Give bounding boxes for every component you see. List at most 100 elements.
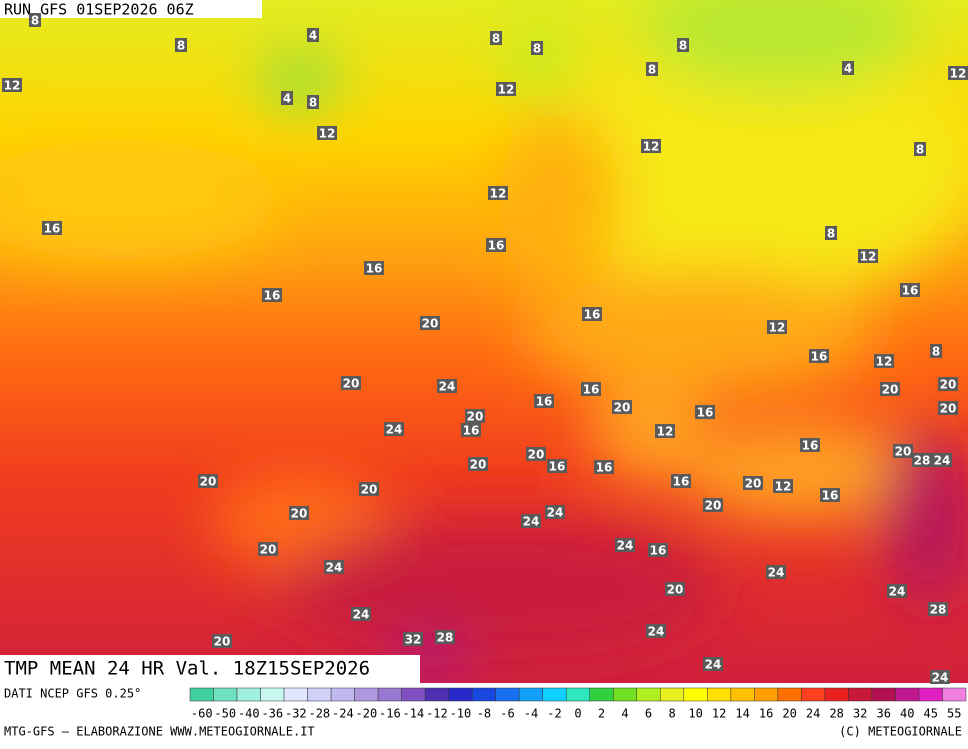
colorbar-label: -32 [285,707,307,721]
contour-label: 20 [470,458,487,472]
contour-label: 16 [811,350,828,364]
contour-label-box [175,38,187,52]
colorbar-swatch [424,687,449,702]
temperature-field [0,0,968,683]
contour-label-box [820,488,840,502]
contour-label-box [615,538,635,552]
contour-label: 24 [439,380,456,394]
contour-label-box [655,424,675,438]
contour-label: 20 [882,383,899,397]
contour-label: 16 [264,289,281,303]
contour-label: 8 [31,14,39,28]
contour-label: 20 [291,507,308,521]
colorbar-swatch [848,687,873,702]
colorbar-label: -10 [450,707,472,721]
contour-label-box [403,632,423,646]
contour-label-box [2,78,22,92]
contour-label: 24 [353,608,370,622]
contour-label: 16 [802,439,819,453]
colorbar-label: -2 [547,707,561,721]
contour-label: 12 [657,425,674,439]
header-box [0,0,262,18]
colorbar-swatch [471,687,496,702]
contour-label-box [641,139,661,153]
contour-label-box [534,394,554,408]
contour-label-box [364,261,384,275]
contour-label: 12 [643,140,660,154]
colorbar-swatch [354,687,379,702]
contour-label: 20 [343,377,360,391]
contour-label: 4 [844,62,852,76]
contour-label: 16 [549,460,566,474]
colorbar-swatch [918,687,943,702]
colorbar-label: 0 [574,707,581,721]
contour-label: 24 [648,625,665,639]
contour-label: 20 [745,477,762,491]
contour-label-box [468,457,488,471]
colorbar-swatch [801,687,826,702]
contour-label-box [490,31,502,45]
colorbar-swatch [824,687,849,702]
colorbar-swatch [707,687,732,702]
contour-label-box [671,474,691,488]
contour-label: 16 [488,239,505,253]
contour-label-box [317,126,337,140]
colorbar-swatch [236,687,261,702]
contour-label-box [887,584,907,598]
colorbar-swatch [683,687,708,702]
colorbar-swatch [260,687,285,702]
contour-label-box [880,382,900,396]
colorbar-label: 10 [688,707,702,721]
contour-label-box [928,602,948,616]
contour-label-box [695,405,715,419]
contour-label: 32 [405,633,422,647]
colorbar-label: -40 [238,707,260,721]
contour-label: 12 [769,321,786,335]
contour-label-box [547,459,567,473]
colorbar-swatch [636,687,661,702]
contour-label-box [665,582,685,596]
contour-label-box [384,422,404,436]
contour-label: 24 [934,454,951,468]
contour-label: 24 [768,566,785,580]
contour-label-box [893,444,913,458]
contour-label: 8 [827,227,835,241]
colorbar-label: -24 [332,707,354,721]
colorbar-label: 4 [621,707,628,721]
colorbar-label: 2 [598,707,605,721]
colorbar-swatch [730,687,755,702]
colorbar-label: -12 [426,707,448,721]
contour-label: 28 [914,454,931,468]
contour-label-box [800,438,820,452]
colorbar-swatch [495,687,520,702]
contour-label: 16 [366,262,383,276]
contour-label-box [465,409,485,423]
contour-label-box [307,28,319,42]
contour-label-box [914,142,926,156]
contour-label: 20 [361,483,378,497]
contour-label-box [648,543,668,557]
contour-label-box [900,283,920,297]
contour-label: 24 [523,515,540,529]
contour-label-box [545,505,565,519]
colorbar-label: 45 [924,707,938,721]
contour-label-box [581,382,601,396]
contour-label-box [486,238,506,252]
contour-label-box [351,607,371,621]
contour-label: 28 [930,603,947,617]
contour-label-box [29,13,41,27]
colorbar-label: -20 [356,707,378,721]
contour-label-box [825,226,837,240]
colorbar-label: -36 [261,707,283,721]
contour-label: 20 [200,475,217,489]
contour-label: 16 [673,475,690,489]
contour-label: 20 [895,445,912,459]
colorbar-swatch [895,687,920,702]
contour-label-box [198,474,218,488]
contour-label: 20 [614,401,631,415]
colorbar-label: 36 [876,707,890,721]
contour-label: 20 [940,378,957,392]
contour-label-box [435,630,455,644]
contour-label-box [42,221,62,235]
contour-label: 16 [463,424,480,438]
